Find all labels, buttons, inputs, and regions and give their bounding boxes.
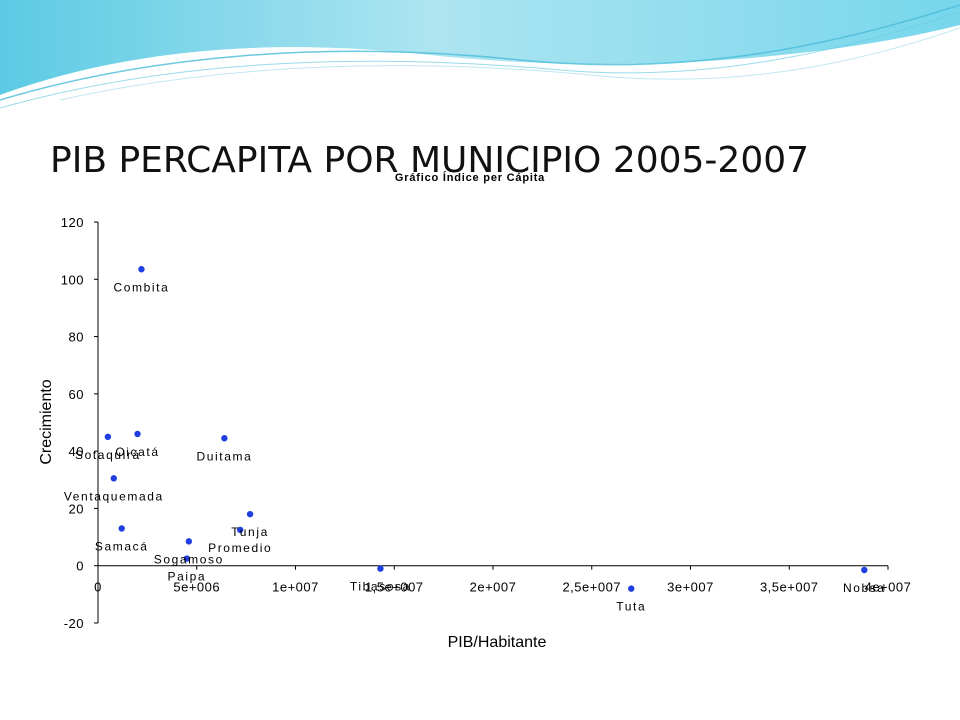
data-point: [104, 433, 112, 441]
y-tick-label: 0: [76, 559, 84, 574]
data-point-label: Ventaquemada: [64, 489, 164, 503]
x-tick-label: 2e+007: [470, 580, 517, 595]
data-point: [861, 566, 868, 574]
data-point: [377, 565, 384, 572]
x-tick-label: 5e+006: [173, 580, 220, 595]
data-point-label: Promedio: [208, 541, 272, 555]
x-tick-label: 3,5e+007: [760, 580, 819, 595]
data-point: [183, 555, 191, 562]
data-point-label: Nobsa: [843, 581, 886, 595]
y-tick-label: 40: [69, 444, 84, 459]
data-point-label: Sotaquirá: [75, 448, 141, 462]
slide-title: PIB PERCAPITA POR MUNICIPIO 2005-2007: [50, 140, 810, 181]
data-point: [221, 435, 228, 442]
data-point-label: Tunja: [231, 525, 269, 539]
data-point: [628, 585, 635, 592]
chart-points: [104, 266, 868, 592]
data-point: [134, 430, 141, 438]
data-point-label: Sogamoso: [154, 552, 224, 566]
data-point-label: Paipa: [168, 570, 207, 584]
x-tick-label: 3e+007: [667, 580, 714, 595]
wave-line-3: [59, 27, 960, 101]
data-point-label: Combita: [114, 280, 170, 294]
data-point-label: Tuta: [616, 600, 646, 614]
y-axis-title: Crecimiento: [38, 379, 55, 464]
x-tick-label: 1e+007: [272, 580, 319, 595]
data-point: [110, 475, 118, 482]
y-tick-label: 120: [61, 215, 84, 230]
y-tick-label: 100: [61, 272, 84, 287]
wave-line-2: [0, 11, 960, 109]
data-point: [118, 525, 125, 532]
slide-wave-decoration: [0, 0, 960, 109]
y-tick-label: 80: [69, 330, 84, 345]
data-point: [138, 266, 145, 273]
y-tick-label: -20: [64, 616, 84, 631]
x-axis-title: PIB/Habitante: [448, 634, 547, 651]
y-tick-label: 20: [69, 501, 84, 516]
data-point: [237, 526, 244, 534]
x-tick-label: 4e+007: [865, 580, 912, 595]
data-point: [246, 510, 254, 518]
data-point-label: Oicatá: [115, 445, 159, 459]
x-tick-label: 2,5e+007: [562, 580, 621, 595]
x-tick-label: 0: [94, 580, 102, 595]
y-tick-label: 60: [69, 387, 84, 402]
chart-ticks: -20 0 20 40 60 80 100 120 0 5e+006 1e+007 1,5e+007 2…: [61, 215, 912, 631]
wave-band: [0, 0, 960, 95]
data-point: [185, 538, 193, 545]
data-point-label: Duitama: [196, 449, 252, 463]
chart-title: Gráfico Índice per Cápita: [395, 171, 545, 184]
data-point-label: Tibasosa: [350, 580, 411, 594]
data-point-label: Samacá: [95, 539, 149, 553]
x-tick-label: 1,5e+007: [365, 580, 424, 595]
wave-line-1: [0, 4, 960, 101]
